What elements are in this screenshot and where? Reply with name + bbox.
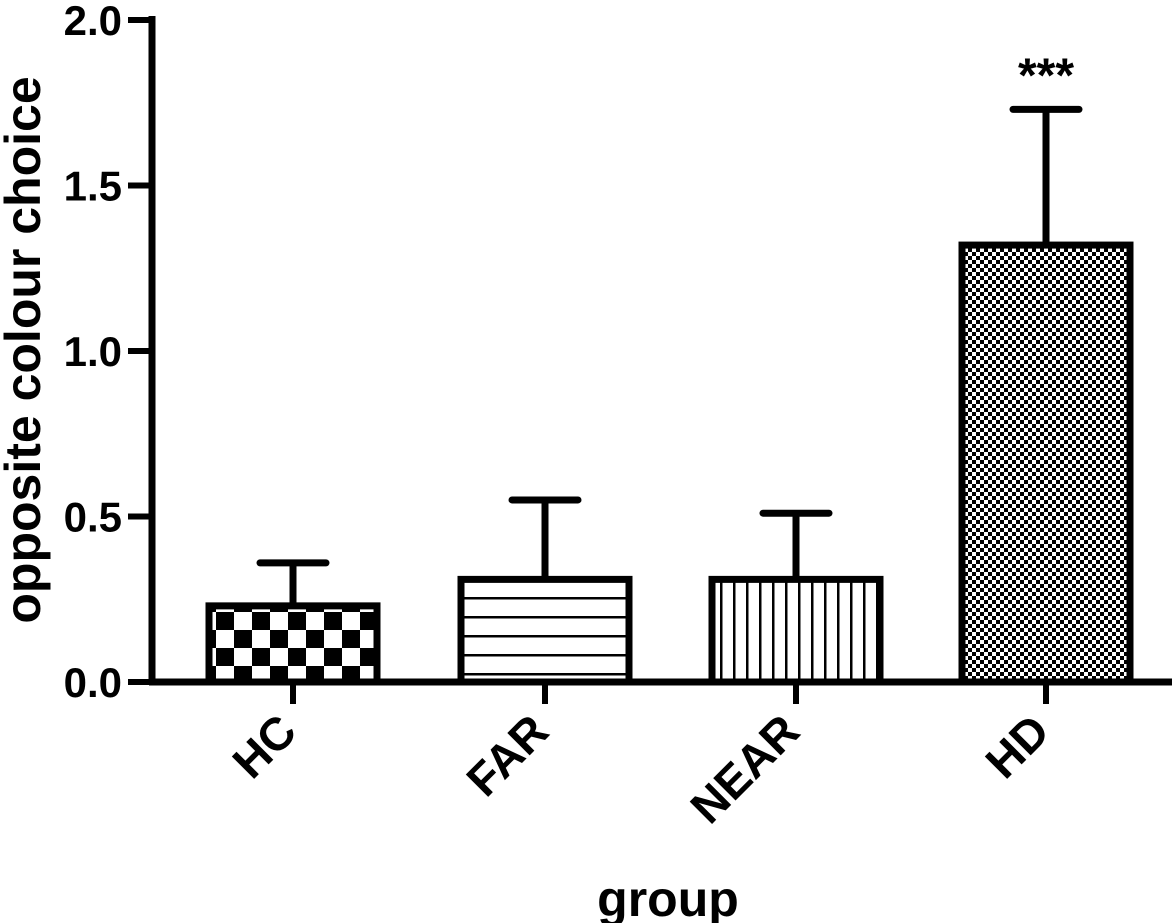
y-tick-label: 2.0 bbox=[64, 0, 122, 44]
bar-hc bbox=[205, 602, 381, 686]
x-axis-title: group bbox=[597, 871, 739, 923]
error-bars bbox=[256, 105, 1083, 606]
y-tick-label: 0.0 bbox=[64, 659, 122, 706]
x-tick-label-hc: HC bbox=[222, 704, 306, 788]
significance-annotation: *** bbox=[1018, 49, 1074, 102]
bars bbox=[205, 241, 1134, 686]
y-tick-label: 1.5 bbox=[64, 163, 122, 210]
y-tick-label: 0.5 bbox=[64, 494, 122, 541]
x-ticks: HC FAR NEAR HD bbox=[222, 682, 1059, 833]
y-tick-label: 1.0 bbox=[64, 328, 122, 375]
bar-near bbox=[708, 575, 884, 686]
x-tick-label-near: NEAR bbox=[680, 704, 809, 833]
annotations: *** bbox=[1018, 49, 1074, 102]
x-tick-label-hd: HD bbox=[975, 704, 1059, 788]
bar-far bbox=[457, 575, 633, 686]
x-tick-label-far: FAR bbox=[456, 704, 558, 806]
y-ticks: 0.0 0.5 1.0 1.5 2.0 bbox=[64, 0, 152, 706]
bar-hd bbox=[958, 241, 1134, 686]
y-axis-title: opposite colour choice bbox=[0, 76, 51, 623]
